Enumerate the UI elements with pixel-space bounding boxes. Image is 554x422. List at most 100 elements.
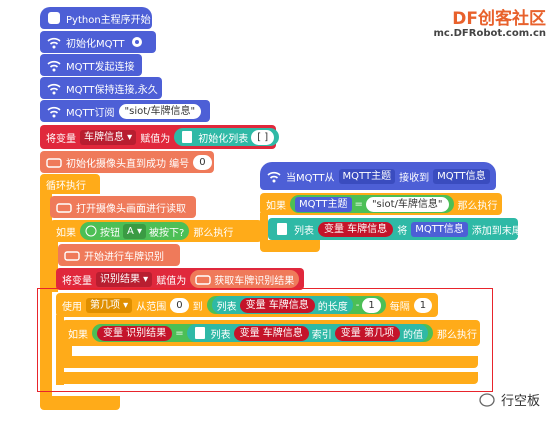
equal-op[interactable]: MQTT主题 = "siot/车牌信息" — [290, 195, 454, 213]
topic-var[interactable]: MQTT主题 — [338, 168, 396, 184]
wifi-icon — [47, 83, 61, 95]
if-match-block[interactable]: 如果 变量 识别结果 = 列表 变量 车牌信息 索引 变量 第几项 的值 那么执行 — [62, 320, 480, 346]
label: 从范围 — [136, 301, 167, 313]
camera-init-block[interactable]: 初始化摄像头直到成功 编号 0 — [40, 151, 214, 173]
var-dropdown[interactable]: 车牌信息 ▾ — [80, 129, 137, 145]
camera-icon — [195, 275, 211, 285]
list-var[interactable]: 变量 车牌信息 — [318, 221, 394, 237]
list-icon — [194, 327, 205, 339]
topic-var[interactable]: MQTT主题 — [295, 196, 352, 212]
camera-icon — [64, 251, 80, 261]
loop-block[interactable]: 循环执行 — [40, 174, 100, 194]
mqtt-receive-hat[interactable]: 当MQTT从 MQTT主题 接收到 MQTT信息 — [260, 162, 496, 190]
label: MQTT订阅 — [66, 107, 115, 119]
minus-input[interactable]: 1 — [362, 297, 381, 313]
label: 初始化摄像头直到成功 编号 — [66, 158, 190, 170]
list-item-op[interactable]: 列表 变量 车牌信息 索引 变量 第几项 的值 — [186, 324, 428, 342]
assign-list-block[interactable]: 将变量 车牌信息 ▾ 赋值为 初始化列表[ ] — [40, 125, 280, 149]
if-match-foot — [62, 356, 478, 368]
list-input[interactable]: [ ] — [251, 129, 275, 145]
label: 被按下? — [149, 227, 185, 239]
label: 将 — [397, 225, 408, 237]
message-var[interactable]: MQTT信息 — [411, 221, 468, 237]
append-block[interactable]: 列表 变量 车牌信息 将 MQTT信息 添加到末尾 — [268, 218, 522, 240]
wechat-icon — [479, 392, 495, 407]
message-var[interactable]: MQTT信息 — [433, 168, 490, 184]
index-var[interactable]: 变量 第几项 — [334, 325, 400, 341]
equal-op[interactable]: 变量 识别结果 = 列表 变量 车牌信息 索引 变量 第几项 的值 — [92, 324, 433, 342]
for-range-block[interactable]: 使用 第几项 ▾ 从范围 0 到 列表 变量 车牌信息 的长度 -1 每隔 1 — [56, 293, 438, 317]
topic-input[interactable]: "siot/车牌信息" — [118, 103, 202, 119]
label: 添加到末尾 — [471, 225, 522, 237]
brand-url: mc.DFRobot.com.cn — [433, 28, 546, 39]
if-topic-foot — [260, 240, 320, 252]
label: 赋值为 — [156, 275, 187, 287]
var-dropdown[interactable]: 识别结果 ▾ — [96, 271, 153, 287]
label: 将变量 — [46, 133, 76, 145]
python-icon — [48, 12, 60, 24]
mqtt-init-block[interactable]: 初始化MQTT — [40, 31, 156, 53]
wifi-icon — [267, 171, 281, 183]
brand: DF创客社区 — [452, 9, 546, 29]
label: 那么执行 — [193, 227, 234, 239]
minus-op[interactable]: 列表 变量 车牌信息 的长度 -1 — [206, 296, 386, 314]
label: 获取车牌识别结果 — [214, 275, 295, 287]
assign-result-block[interactable]: 将变量 识别结果 ▾ 赋值为 获取车牌识别结果 — [56, 268, 304, 290]
label: 使用 — [62, 301, 82, 313]
wifi-icon — [47, 60, 61, 72]
for-foot — [56, 372, 478, 384]
label: 当MQTT从 — [286, 172, 335, 184]
for-arm — [56, 315, 64, 385]
label: 如果 — [56, 227, 76, 239]
index-input[interactable]: 0 — [193, 154, 212, 170]
label: 初始化MQTT — [66, 38, 125, 50]
button-condition[interactable]: 按钮 A ▾ 被按下? — [80, 222, 190, 240]
length-op[interactable]: 列表 变量 车牌信息 的长度 — [211, 296, 353, 314]
start-block[interactable]: Python主程序开始 — [40, 7, 152, 29]
label: 索引 — [311, 329, 332, 341]
label: 循环执行 — [46, 180, 86, 192]
footer: 行空板 — [479, 390, 540, 409]
label: 那么执行 — [436, 329, 477, 341]
label: Python主程序开始 — [66, 14, 151, 26]
label: 将变量 — [62, 275, 92, 287]
if-arm — [50, 240, 58, 292]
button-icon — [85, 225, 97, 237]
key-dropdown[interactable]: A ▾ — [123, 223, 147, 239]
camera-icon — [56, 203, 72, 213]
topic-input[interactable]: "siot/车牌信息" — [365, 196, 449, 212]
result-var[interactable]: 变量 识别结果 — [97, 325, 173, 341]
init-list[interactable]: 初始化列表[ ] — [174, 128, 280, 146]
label: 打开摄像头画面进行读取 — [76, 203, 186, 215]
label: 列表 — [210, 329, 231, 341]
if-topic-block[interactable]: 如果 MQTT主题 = "siot/车牌信息" 那么执行 — [260, 193, 502, 215]
var-dropdown[interactable]: 第几项 ▾ — [86, 297, 133, 313]
label: 接收到 — [399, 172, 430, 184]
label: MQTT发起连接 — [66, 61, 135, 73]
wifi-icon — [47, 37, 61, 49]
recognize-block[interactable]: 开始进行车牌识别 — [58, 244, 180, 266]
camera-read-block[interactable]: 打开摄像头画面进行读取 — [50, 196, 196, 218]
label: 初始化列表 — [198, 133, 249, 145]
label: 如果 — [266, 200, 286, 212]
step-input[interactable]: 1 — [413, 297, 433, 313]
if-button-block[interactable]: 如果 按钮 A ▾ 被按下? 那么执行 — [50, 220, 262, 242]
label: 的长度 — [317, 301, 348, 313]
list-var[interactable]: 变量 车牌信息 — [239, 297, 315, 313]
gear-icon[interactable] — [129, 34, 145, 50]
label: 如果 — [68, 329, 88, 341]
camera-icon — [46, 158, 62, 168]
list-var[interactable]: 变量 车牌信息 — [233, 325, 309, 341]
label: 列表 — [294, 225, 314, 237]
label: 那么执行 — [457, 200, 498, 212]
mqtt-connect-block[interactable]: MQTT发起连接 — [40, 54, 142, 76]
if-topic-arm — [260, 213, 268, 245]
mqtt-subscribe-block[interactable]: MQTT订阅 "siot/车牌信息" — [40, 100, 210, 122]
get-result[interactable]: 获取车牌识别结果 — [190, 270, 300, 288]
label: 到 — [192, 301, 203, 313]
mqtt-keep-block[interactable]: MQTT保持连接,永久 — [40, 77, 162, 99]
label: 开始进行车牌识别 — [84, 251, 164, 263]
loop-arm — [40, 190, 52, 400]
start-input[interactable]: 0 — [170, 297, 189, 313]
